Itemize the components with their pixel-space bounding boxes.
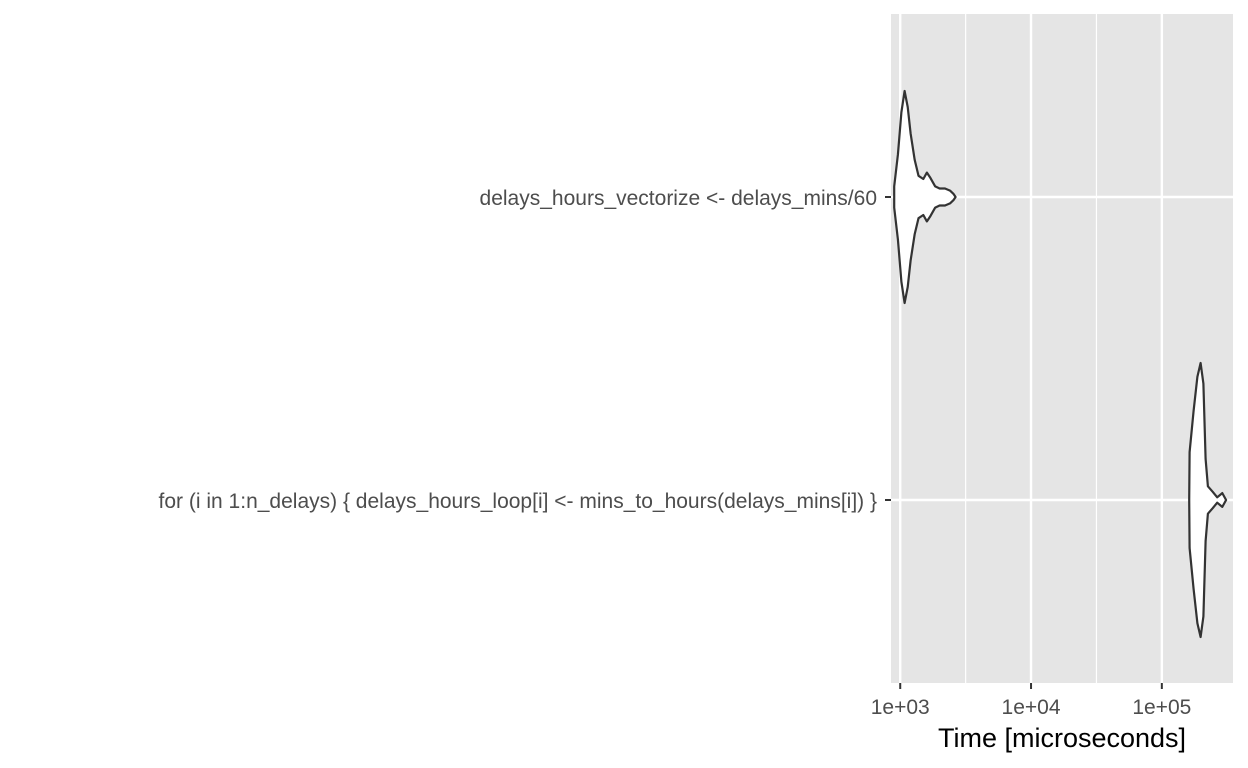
violin-1 — [893, 89, 957, 305]
y-category-label: delays_hours_vectorize <- delays_mins/60 — [480, 187, 877, 210]
axis-layer: delays_hours_vectorize <- delays_mins/60… — [159, 187, 1192, 719]
x-tick-label: 1e+03 — [871, 696, 930, 719]
violin-layer — [893, 89, 1228, 639]
x-tick-label: 1e+04 — [1002, 696, 1061, 719]
plot-panel — [891, 14, 1233, 683]
x-axis-title: Time [microseconds] — [938, 723, 1186, 753]
y-category-label: for (i in 1:n_delays) { delays_hours_loo… — [159, 490, 877, 513]
x-tick-label: 1e+05 — [1132, 696, 1191, 719]
violin-2 — [1188, 361, 1228, 639]
